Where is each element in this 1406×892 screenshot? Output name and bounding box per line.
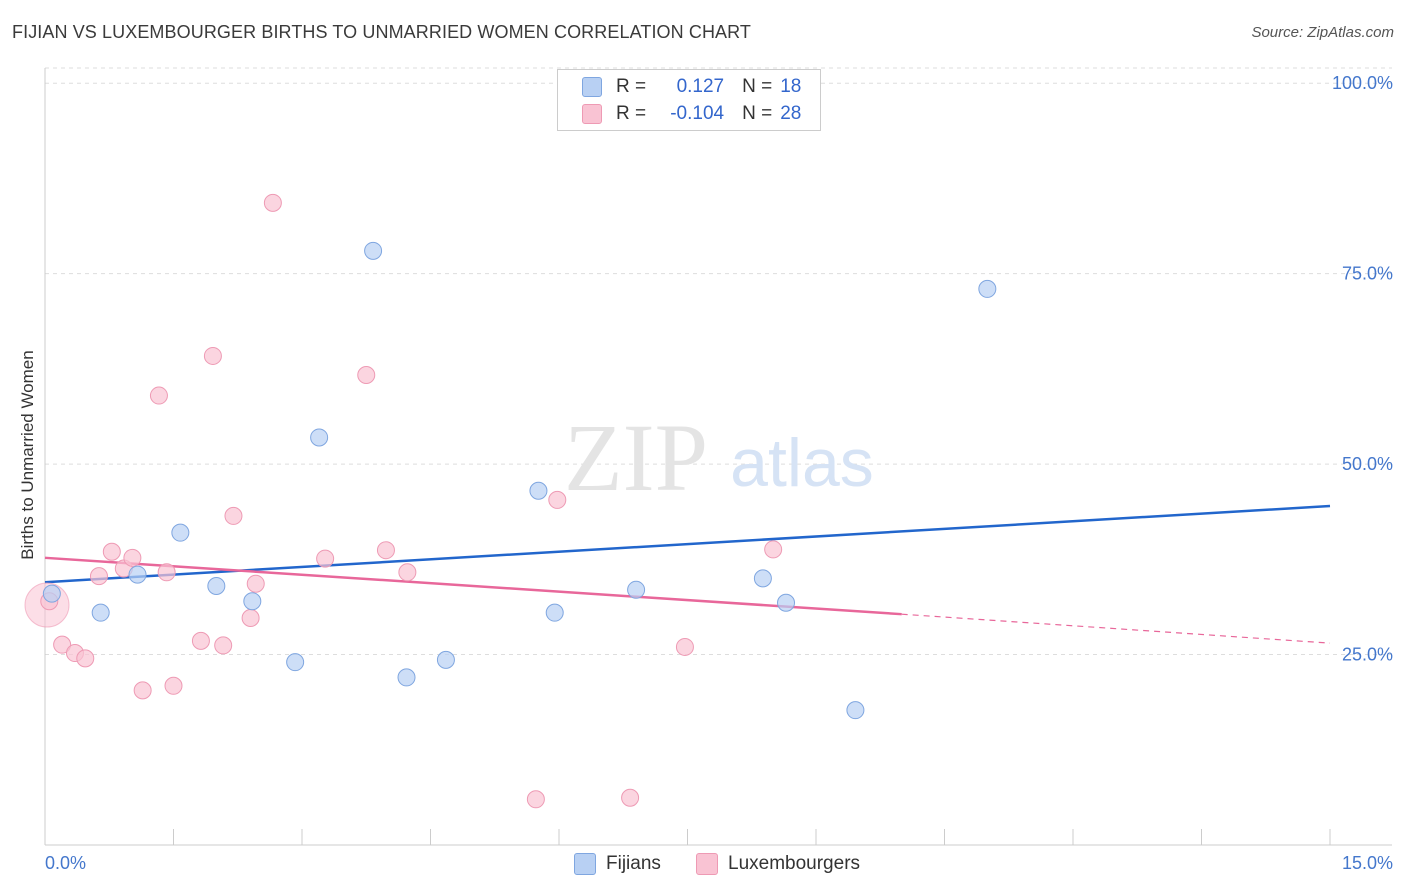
watermark-atlas: atlas [730, 425, 874, 501]
luxembourgers-point [764, 540, 783, 559]
fijians-point [310, 428, 329, 447]
fijians-point [529, 481, 548, 500]
fijians-legend-label: Fijians [606, 853, 661, 874]
correlation-legend: R = 0.127 N = 18 R = -0.104 N = 28 [557, 69, 821, 131]
luxembourgers-trend-line [44, 556, 902, 616]
tick-labels: 25.0% 50.0% 75.0% 100.0% 0.0% 15.0% [45, 73, 1393, 873]
luxembourgers-point [149, 386, 168, 405]
fijians-point [171, 523, 190, 542]
fijians-point [397, 668, 416, 687]
luxembourgers-point [102, 542, 121, 561]
fijians-point [42, 584, 61, 603]
legend-row-fijians: R = 0.127 N = 18 [582, 74, 801, 100]
n-label: N = [742, 76, 773, 97]
luxembourgers-point [316, 549, 335, 568]
fijians-n-value: 18 [780, 76, 802, 97]
luxembourgers-point [191, 631, 210, 650]
luxembourgers-point [214, 636, 233, 655]
luxembourgers-n-value: 28 [780, 103, 802, 124]
y-tick-label: 100.0% [1332, 73, 1393, 93]
r-label: R = [616, 76, 647, 97]
gridlines [45, 67, 1392, 656]
watermark-zip: ZIP [564, 404, 708, 511]
luxembourgers-point [89, 567, 108, 586]
luxembourgers-point [526, 790, 545, 809]
fijians-point [243, 592, 262, 611]
luxembourgers-point [76, 649, 95, 668]
fijians-point [364, 241, 383, 260]
fijians-legend-swatch [574, 853, 596, 875]
luxembourgers-point [357, 365, 376, 384]
luxembourgers-r-value: -0.104 [670, 103, 725, 124]
luxembourgers-point [224, 506, 243, 525]
luxembourgers-point [164, 676, 183, 695]
fijians-r-value: 0.127 [676, 76, 725, 97]
fijians-point [627, 580, 646, 599]
luxembourgers-point [241, 608, 260, 627]
fijians-trend-line [44, 504, 1331, 584]
luxembourgers-legend-swatch [696, 853, 718, 875]
axes [44, 68, 1392, 846]
luxembourgers-point [675, 637, 694, 656]
luxembourgers-point [246, 574, 265, 593]
source-label: Source: ZipAtlas.com [1251, 24, 1394, 41]
fijians-point [128, 565, 147, 584]
bottom-legend-luxembourgers: Luxembourgers [696, 851, 860, 877]
legend-row-luxembourgers: R = -0.104 N = 28 [582, 101, 801, 127]
fijians-point [846, 701, 865, 720]
fijians-point [777, 593, 796, 612]
luxembourgers-point [157, 563, 176, 582]
fijians-point [91, 603, 110, 622]
fijians-point [545, 603, 564, 622]
data-points [24, 193, 997, 809]
luxembourgers-point [398, 563, 417, 582]
luxembourgers-point [376, 541, 395, 560]
luxembourgers-point [123, 548, 142, 567]
fijians-point [436, 650, 455, 669]
x-tick-label-max: 15.0% [1342, 853, 1393, 873]
chart-title: FIJIAN VS LUXEMBOURGER BIRTHS TO UNMARRI… [12, 22, 752, 42]
luxembourgers-legend-label: Luxembourgers [728, 853, 861, 874]
luxembourgers-point [263, 193, 282, 212]
luxembourgers-swatch [582, 104, 602, 124]
fijians-point [207, 577, 226, 595]
luxembourgers-point [53, 635, 72, 654]
fijians-point [753, 569, 772, 588]
y-tick-label: 75.0% [1342, 264, 1393, 284]
trend-lines [44, 504, 1331, 644]
fijians-point [286, 653, 305, 672]
luxembourgers-trend-extension [901, 613, 1331, 644]
luxembourgers-point [621, 788, 640, 807]
bottom-legend-fijians: Fijians [574, 851, 661, 877]
luxembourgers-point [548, 490, 567, 509]
watermark: ZIP atlas [564, 404, 874, 511]
luxembourgers-point [203, 346, 222, 365]
y-tick-label: 50.0% [1342, 454, 1393, 474]
x-tick-label-min: 0.0% [45, 853, 86, 873]
y-tick-label: 25.0% [1342, 645, 1393, 665]
fijians-swatch [582, 77, 602, 97]
r-label: R = [616, 103, 647, 124]
luxembourgers-point [133, 681, 152, 700]
fijians-point [978, 279, 997, 298]
n-label: N = [742, 103, 773, 124]
